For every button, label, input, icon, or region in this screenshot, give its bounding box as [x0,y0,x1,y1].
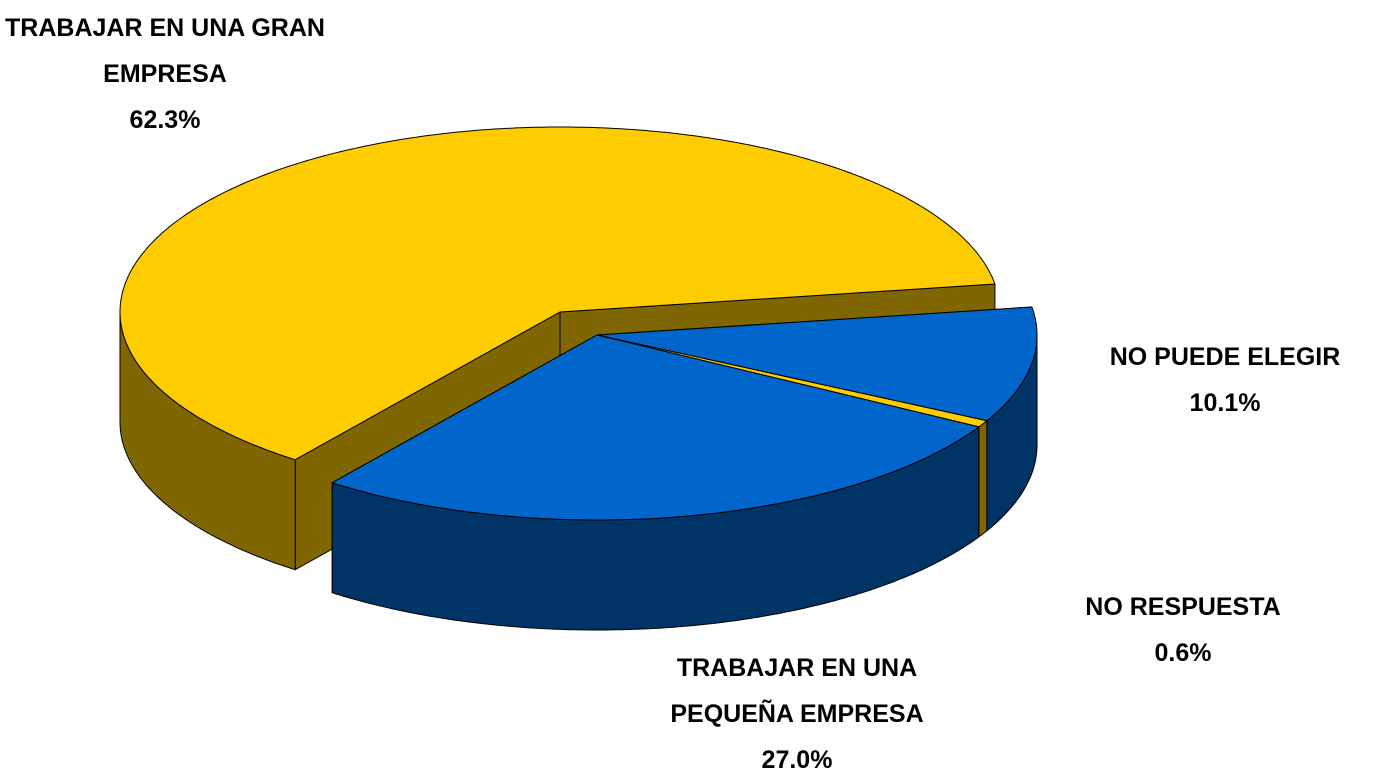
value-label: 0.6% [1154,639,1212,667]
slice-top [596,306,1038,422]
category-label: NO PUEDE ELEGIR [1109,343,1341,371]
slice-label: NO PUEDE ELEGIR 10.1% [1045,334,1386,426]
slice-label: NO RESPUESTA 0.6% [1003,584,1363,676]
slice [331,334,980,631]
category-label: NO RESPUESTA [1085,593,1281,621]
slice-label: TRABAJAR EN UNA GRAN EMPRESA 62.3% [0,5,345,143]
slice-top [331,334,980,521]
category-label: TRABAJAR EN UNA GRAN EMPRESA [5,14,325,88]
slice-top [119,126,996,461]
slice-label: TRABAJAR EN UNA PEQUEÑA EMPRESA 27.0% [617,645,977,776]
value-label: 10.1% [1189,389,1261,417]
value-label: 62.3% [129,106,201,134]
category-label: TRABAJAR EN UNA PEQUEÑA EMPRESA [670,654,924,728]
value-label: 27.0% [761,746,833,774]
slice-side [978,420,988,538]
